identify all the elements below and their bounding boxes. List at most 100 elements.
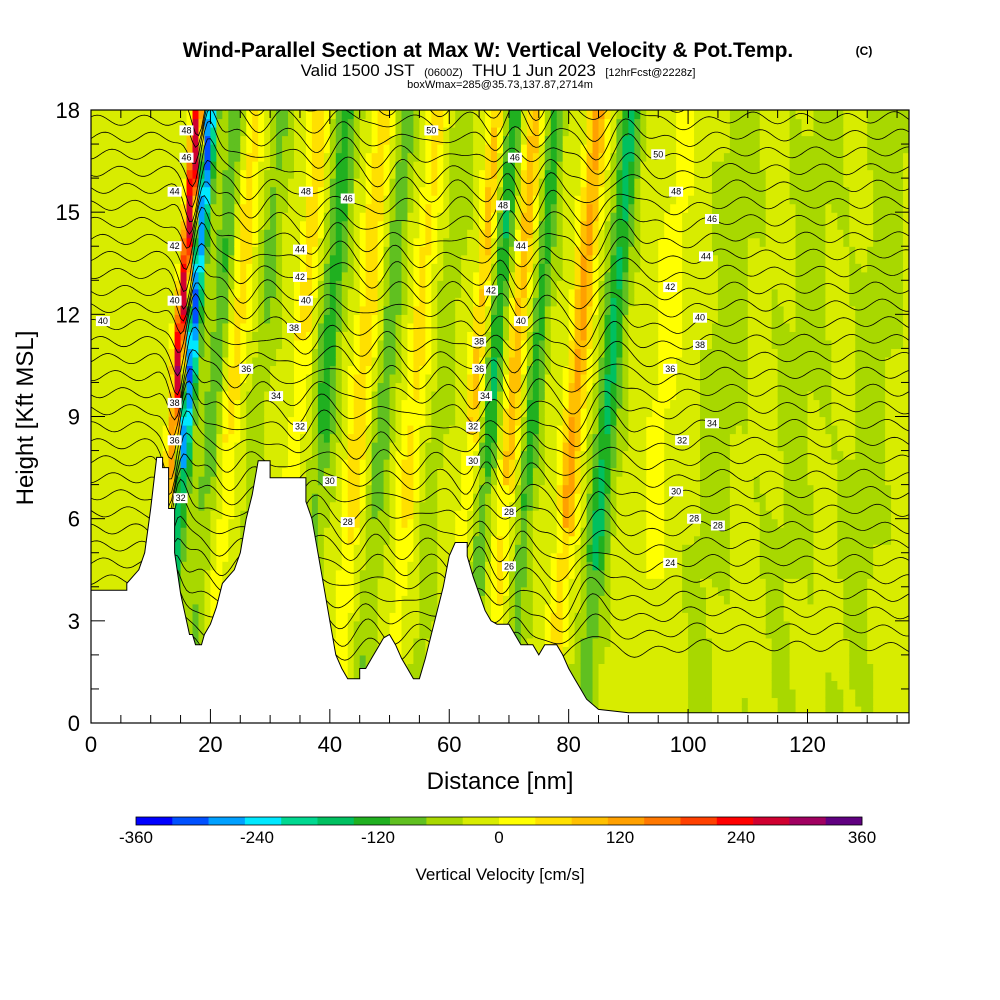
velocity-cell <box>461 322 468 332</box>
velocity-cell <box>180 297 188 307</box>
velocity-cell <box>204 305 212 315</box>
velocity-cell <box>228 246 235 256</box>
velocity-cell <box>216 390 223 401</box>
velocity-cell <box>371 620 379 630</box>
velocity-cell <box>359 373 367 384</box>
velocity-cell <box>120 561 128 571</box>
velocity-cell <box>192 390 200 401</box>
velocity-cell <box>294 348 301 358</box>
velocity-cell <box>485 220 492 230</box>
velocity-cell <box>138 450 146 460</box>
velocity-cell <box>371 110 379 120</box>
velocity-cell <box>377 578 385 588</box>
velocity-cell <box>383 161 391 171</box>
velocity-cell <box>108 220 116 230</box>
velocity-cell <box>383 433 391 443</box>
velocity-cell <box>389 416 397 426</box>
velocity-cell <box>150 118 158 128</box>
velocity-cell <box>126 527 134 537</box>
velocity-cell <box>294 161 301 171</box>
velocity-cell <box>311 203 319 213</box>
velocity-cell <box>150 280 158 290</box>
velocity-cell <box>323 314 331 324</box>
velocity-cell <box>174 382 182 392</box>
velocity-cell <box>371 433 379 443</box>
velocity-cell <box>294 186 301 196</box>
velocity-cell <box>341 203 349 213</box>
velocity-cell <box>156 127 164 137</box>
velocity-cell <box>377 212 385 222</box>
velocity-cell <box>323 527 331 537</box>
velocity-cell <box>329 144 337 154</box>
velocity-cell <box>467 144 474 154</box>
velocity-cell <box>108 186 116 196</box>
velocity-cell <box>443 331 450 341</box>
velocity-cell <box>228 237 235 247</box>
velocity-cell <box>168 254 176 264</box>
velocity-cell <box>156 152 164 162</box>
velocity-cell <box>473 356 480 367</box>
velocity-cell <box>461 416 468 426</box>
velocity-cell <box>395 220 403 230</box>
velocity-cell <box>431 152 438 162</box>
velocity-cell <box>180 407 188 418</box>
velocity-cell <box>455 127 462 137</box>
velocity-cell <box>204 127 212 137</box>
velocity-cell <box>276 161 283 171</box>
velocity-cell <box>144 322 152 332</box>
velocity-cell <box>228 416 235 426</box>
velocity-cell <box>335 552 343 562</box>
velocity-cell <box>431 535 438 545</box>
velocity-cell <box>258 348 265 358</box>
velocity-cell <box>371 637 379 647</box>
velocity-cell <box>174 314 182 324</box>
velocity-cell <box>168 118 176 128</box>
velocity-cell <box>377 271 385 281</box>
velocity-cell <box>144 220 152 230</box>
velocity-cell <box>311 288 319 298</box>
velocity-cell <box>455 314 462 324</box>
velocity-cell <box>311 169 319 179</box>
velocity-cell <box>479 569 486 579</box>
velocity-cell <box>311 365 319 375</box>
velocity-cell <box>91 510 98 520</box>
velocity-cell <box>431 229 438 239</box>
velocity-cell <box>341 390 349 401</box>
velocity-cell <box>395 195 403 205</box>
velocity-cell <box>329 586 337 596</box>
velocity-cell <box>437 246 444 256</box>
velocity-cell <box>461 288 468 298</box>
velocity-cell <box>467 186 474 196</box>
velocity-cell <box>234 288 241 298</box>
velocity-cell <box>329 544 337 554</box>
velocity-cell <box>108 535 116 545</box>
velocity-cell <box>156 339 164 349</box>
velocity-cell <box>138 493 146 503</box>
velocity-cell <box>299 220 307 230</box>
velocity-cell <box>168 212 176 222</box>
velocity-cell <box>407 203 415 213</box>
velocity-cell <box>144 186 152 196</box>
velocity-cell <box>168 110 176 120</box>
velocity-cell <box>305 254 313 264</box>
velocity-cell <box>174 373 182 384</box>
velocity-cell <box>150 365 158 375</box>
velocity-cell <box>383 425 391 435</box>
velocity-cell <box>102 527 110 537</box>
velocity-cell <box>234 518 241 528</box>
velocity-cell <box>91 433 98 443</box>
velocity-cell <box>198 399 206 409</box>
velocity-cell <box>258 212 265 222</box>
velocity-cell <box>461 442 468 452</box>
velocity-cell <box>407 620 415 630</box>
velocity-cell <box>311 297 319 307</box>
velocity-cell <box>383 407 391 418</box>
velocity-cell <box>467 246 474 256</box>
velocity-cell <box>282 331 289 341</box>
velocity-cell <box>347 118 355 128</box>
velocity-cell <box>150 212 158 222</box>
velocity-cell <box>485 356 492 367</box>
velocity-cell <box>108 305 116 315</box>
velocity-cell <box>467 365 474 375</box>
chart-title: Wind-Parallel Section at Max W: Vertical… <box>183 39 794 62</box>
